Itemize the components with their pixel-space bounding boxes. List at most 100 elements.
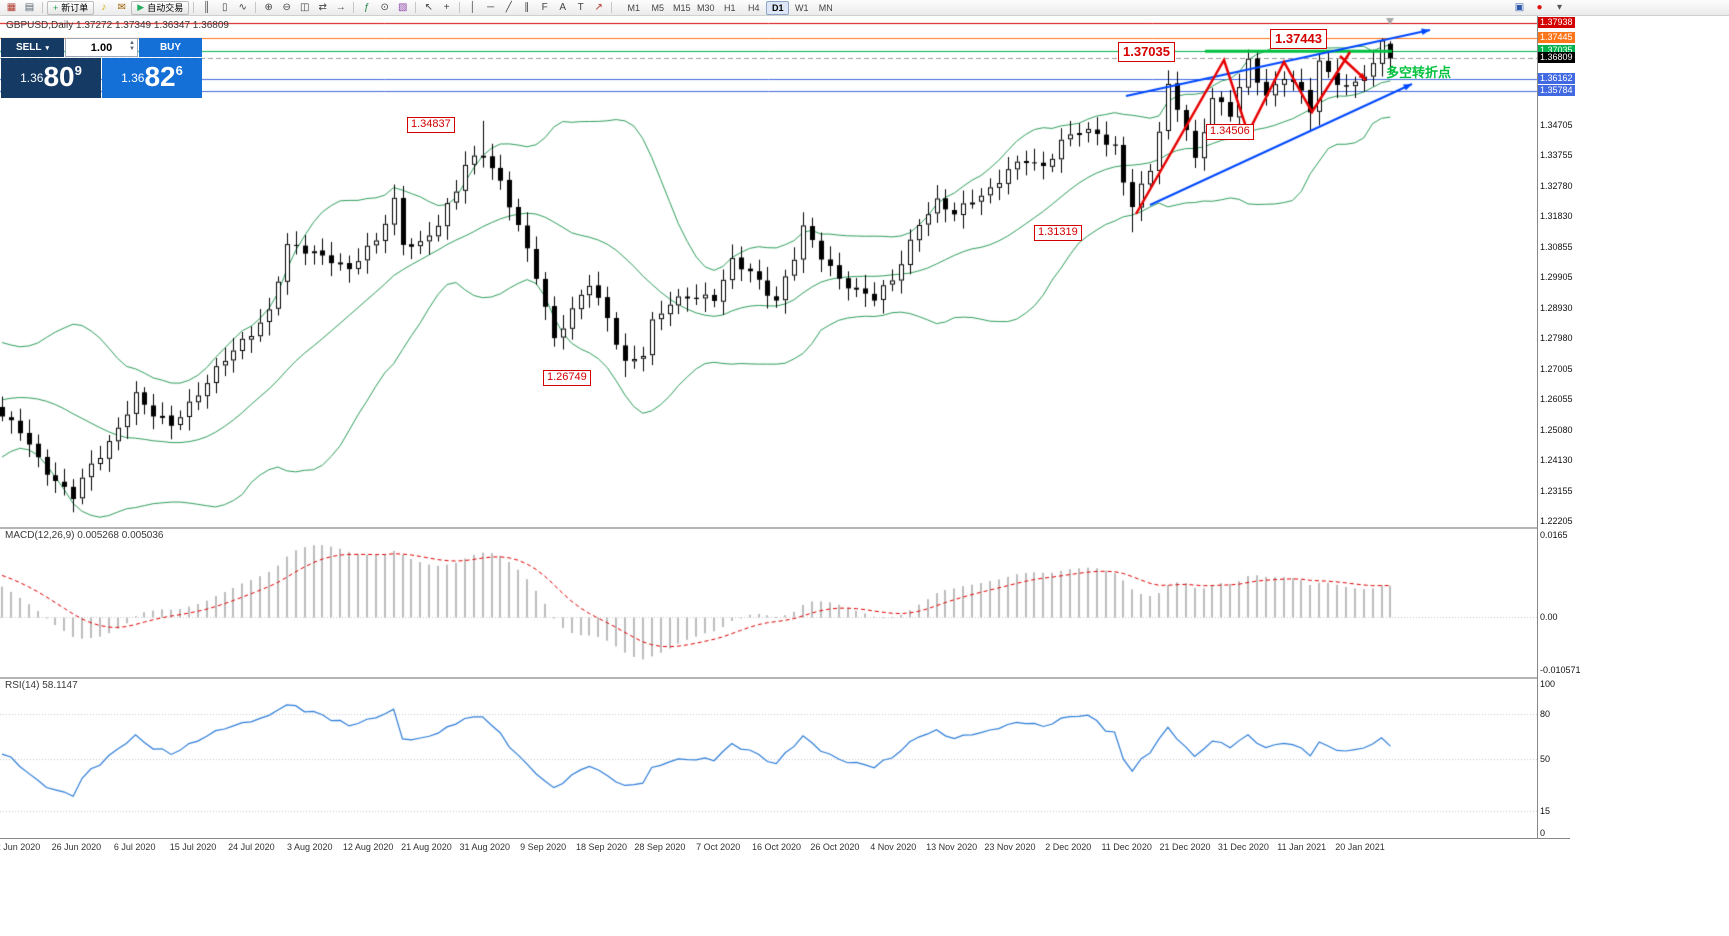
timeframe-button-m5[interactable]: M5 (651, 2, 664, 13)
time-axis-label: 24 Jul 2020 (228, 842, 275, 852)
price-tick-label: 1.29905 (1540, 272, 1573, 283)
rsi-axis-label: 0 (1540, 828, 1546, 838)
macd-name: MACD(12,26,9) (5, 530, 75, 541)
new-chart-icon[interactable]: ▦ (6, 1, 17, 13)
rsi-axis-label: 100 (1540, 679, 1556, 689)
cursor-icon[interactable]: ↖ (424, 1, 433, 13)
arrows-icon[interactable]: ↗ (594, 1, 603, 13)
time-axis-label: 11 Dec 2020 (1101, 842, 1152, 852)
templates-icon[interactable]: ▧ (397, 1, 408, 13)
candlestick-chart-icon[interactable]: ▯ (221, 1, 228, 13)
chart-shift-icon[interactable]: → (335, 1, 346, 13)
toolbar-more-icon[interactable]: ▾ (1556, 1, 1563, 13)
zoom-out-icon[interactable]: ⊖ (282, 1, 291, 13)
notification-badge-icon[interactable]: ● (1536, 1, 1543, 13)
price-tick-label: 1.26055 (1540, 394, 1573, 405)
ask-price-display[interactable]: 1.36 82 6 (102, 58, 202, 98)
time-axis-label: 28 Sep 2020 (634, 842, 686, 852)
price-tick-label: 1.24130 (1540, 455, 1573, 466)
horizontal-line-icon[interactable]: ─ (487, 1, 495, 13)
autotrade-button-icon: ▶ (137, 2, 145, 12)
chart-window: GBPUSD,Daily 1.37272 1.37349 1.36347 1.3… (0, 16, 1581, 936)
auto-scroll-icon[interactable]: ⇄ (318, 1, 327, 13)
price-annotation[interactable]: 1.26749 (543, 370, 591, 386)
time-axis-label: 12 Aug 2020 (342, 842, 394, 852)
macd-indicator-label: MACD(12,26,9) 0.005268 0.005036 (5, 530, 163, 541)
rsi-axis-label: 80 (1540, 708, 1551, 719)
data-window-icon[interactable]: ▣ (1514, 1, 1525, 13)
chart-note-text[interactable]: 多空转折点 (1386, 65, 1452, 80)
price-tick-label: 1.27005 (1540, 363, 1573, 374)
text-icon[interactable]: A (559, 1, 567, 13)
chevron-down-icon: ▾ (45, 44, 50, 52)
price-annotation[interactable]: 1.37035 (1118, 42, 1175, 63)
timeframe-button-h4[interactable]: H4 (747, 2, 760, 13)
macd-values: 0.005268 0.005036 (77, 530, 164, 541)
timeframe-button-d1[interactable]: D1 (766, 0, 790, 15)
tile-windows-icon[interactable]: ◫ (299, 1, 310, 13)
toolbar-separator (353, 2, 355, 13)
mailbox-icon[interactable]: ✉ (117, 1, 126, 13)
channel-icon[interactable]: ∥ (524, 1, 530, 13)
panel-divider[interactable] (0, 527, 1570, 529)
panel-divider[interactable] (0, 677, 1570, 679)
time-axis-label: 31 Aug 2020 (459, 842, 511, 852)
sell-label: SELL (15, 42, 42, 53)
spin-down-icon[interactable]: ▼ (129, 46, 135, 52)
fibonacci-icon[interactable]: F (541, 1, 548, 13)
axis-price-marker: 1.37035 (1538, 45, 1575, 57)
bar-chart-icon[interactable]: ║ (203, 1, 211, 13)
price-tick-label: 1.32780 (1540, 180, 1573, 191)
price-annotation[interactable]: 1.34837 (407, 117, 455, 133)
time-axis[interactable]: 2 Jun 2020 26 Jun 2020 6 Jul 2020 15 Jul 20… (0, 838, 1570, 854)
timeframe-button-m15[interactable]: M15 (672, 2, 691, 13)
sell-button[interactable]: SELL ▾ (1, 38, 64, 57)
bid-prefix: 1.36 (20, 71, 44, 85)
indicators-icon[interactable]: ƒ (363, 1, 370, 13)
ask-prefix: 1.36 (121, 71, 145, 85)
line-chart-icon[interactable]: ∿ (238, 1, 247, 13)
timeframe-button-h1[interactable]: H1 (723, 2, 736, 13)
time-axis-label: 21 Aug 2020 (401, 842, 452, 852)
price-axis[interactable]: 1.34705 1.33755 1.32780 1.31830 1.30855 1.299… (1537, 16, 1581, 838)
buy-button[interactable]: BUY (139, 38, 202, 57)
vertical-line-icon[interactable]: │ (469, 1, 476, 13)
axis-price-marker: 1.37938 (1538, 16, 1575, 28)
price-annotation[interactable]: 1.37443 (1270, 29, 1327, 50)
chart-canvas[interactable] (0, 16, 1537, 840)
one-click-trade-panel: SELL ▾ 1.00 ▲ ▼ BUY 1.36 80 9 1.36 82 6 (1, 38, 202, 98)
timeframe-button-m1[interactable]: M1 (627, 2, 640, 13)
autotrade-button-label: 自动交易 (147, 3, 184, 13)
toolbar: ▦ ▤ + 新订单 ♪ ✉ ▶ 自动交易 ║ ▯ ∿ ⊕ ⊖ ◫ ⇄ → ƒ ⊙ ▧ ↖ + │ ─ ╱ ∥ F A T ↗ M1 M5 M… (0, 0, 1729, 16)
time-axis-label: 9 Sep 2020 (520, 842, 567, 852)
crosshair-icon[interactable]: + (443, 1, 450, 13)
timeframe-button-m30[interactable]: M30 (696, 2, 715, 13)
timeframe-button-mn[interactable]: MN (818, 2, 833, 13)
price-tick-label: 1.22205 (1540, 516, 1573, 526)
zoom-in-icon[interactable]: ⊕ (264, 1, 273, 13)
trendline-icon[interactable]: ╱ (505, 1, 512, 13)
new-order-button[interactable]: + 新订单 (47, 0, 95, 15)
autotrade-button[interactable]: ▶ 自动交易 (131, 0, 190, 15)
spin-up-icon[interactable]: ▲ (129, 40, 135, 46)
label-icon[interactable]: T (577, 1, 584, 13)
chart-profiles-icon[interactable]: ▤ (24, 1, 35, 13)
toolbar-right-group: ▣ ● ▾ (1511, 1, 1568, 15)
price-tick-label: 1.25080 (1540, 424, 1573, 435)
bid-big-digits: 80 (43, 61, 75, 92)
timeframe-button-w1[interactable]: W1 (794, 2, 809, 13)
toolbar-separator (42, 2, 43, 13)
price-tick-label: 1.23155 (1540, 485, 1573, 496)
rsi-value: 58.1147 (42, 680, 78, 691)
time-axis-label: 20 Jan 2021 (1335, 842, 1385, 852)
toolbar-buttons-group: ▦ ▤ + 新订单 ♪ ✉ ▶ 自动交易 ║ ▯ ∿ ⊕ ⊖ ◫ ⇄ → ƒ ⊙ ▧ ↖ + │ ─ ╱ ∥ F A T ↗ (3, 0, 615, 15)
sound-alert-icon[interactable]: ♪ (101, 1, 107, 13)
price-annotation[interactable]: 1.34506 (1206, 124, 1254, 140)
ask-pipette: 6 (175, 63, 183, 78)
periods-icon[interactable]: ⊙ (380, 1, 389, 13)
volume-input[interactable]: 1.00 ▲ ▼ (65, 38, 138, 57)
price-annotation[interactable]: 1.31319 (1034, 225, 1082, 241)
price-tick-label: 1.28930 (1540, 302, 1573, 313)
bid-price-display[interactable]: 1.36 80 9 (1, 58, 101, 98)
axis-price-marker: 1.35784 (1538, 84, 1575, 96)
